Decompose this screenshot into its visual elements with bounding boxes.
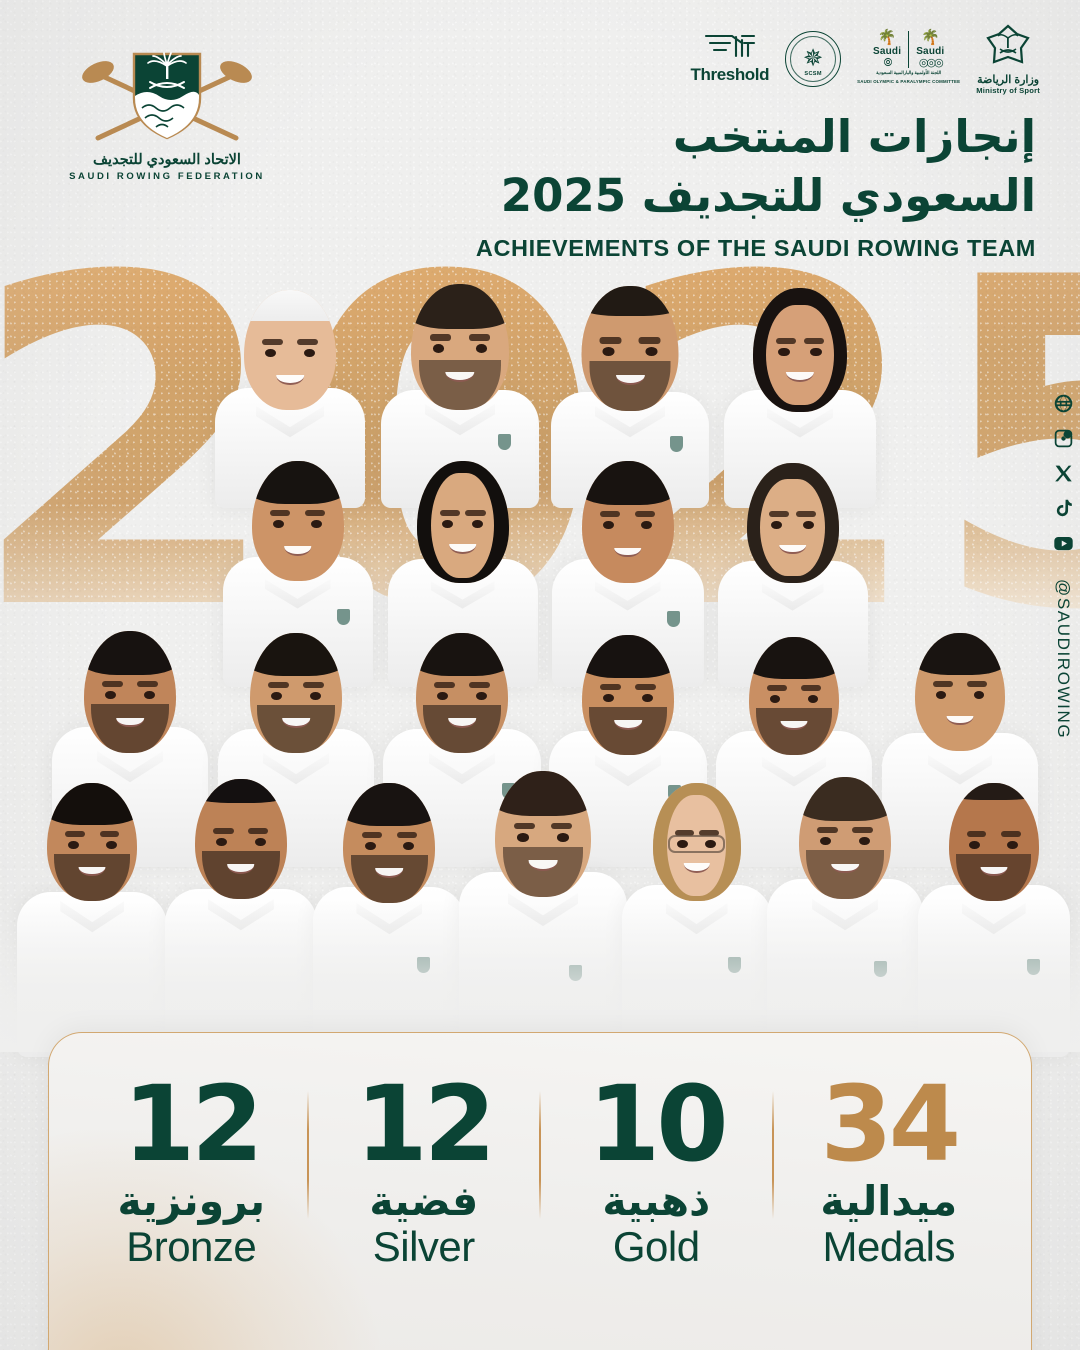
threshold-mark-icon xyxy=(702,32,758,63)
website-globe-icon[interactable] xyxy=(1052,392,1074,414)
instagram-icon[interactable] xyxy=(1052,427,1074,449)
stat-bronze: 12 برونزية Bronze xyxy=(75,1063,308,1271)
stat-label-ar: ذهبية xyxy=(602,1176,711,1225)
team-row xyxy=(215,437,875,687)
stat-label-ar: برونزية xyxy=(117,1176,266,1225)
shirt-crest-icon xyxy=(498,434,511,450)
palm-swords-icon: 🌴 xyxy=(877,29,897,47)
ministry-name-en: Ministry of Sport xyxy=(976,86,1040,95)
title-english: ACHIEVEMENTS OF THE SAUDI ROWING TEAM xyxy=(475,235,1036,261)
cap-icon xyxy=(244,290,336,322)
partner-saudi-olympic-paralympic: 🌴 Saudi ⦾ 🌴 Saudi ◎◎◎ اللجنة الأولمبية و… xyxy=(857,29,961,85)
stat-label-en: Medals xyxy=(822,1222,956,1270)
stat-label-ar: ميدالية xyxy=(820,1176,958,1225)
saudi-rowing-crest-icon xyxy=(72,38,262,146)
team-photo-montage xyxy=(0,262,1080,1057)
federation-logo: الاتحاد السعودي للتجديف SAUDI ROWING FED… xyxy=(42,38,292,182)
medal-stats-card: 34 ميدالية Medals 10 ذهبية Gold 12 فضية … xyxy=(48,1032,1032,1350)
shirt-crest-icon xyxy=(667,611,680,627)
tiktok-icon[interactable] xyxy=(1052,497,1074,519)
scsm-seal-icon: ✵ SCSM xyxy=(785,30,842,87)
social-rail: @SAUDIROWING xyxy=(1052,392,1074,739)
saudi-olympic-paralympic-icon: 🌴 Saudi ⦾ 🌴 Saudi ◎◎◎ xyxy=(866,29,951,70)
shirt-crest-icon xyxy=(670,436,683,452)
stat-label-en: Silver xyxy=(372,1222,476,1270)
stat-value: 12 xyxy=(122,1063,264,1185)
seal-star-icon: ✵ xyxy=(803,44,824,72)
stat-value: 12 xyxy=(355,1063,496,1185)
photo-fade-overlay xyxy=(0,902,1080,1052)
stat-label-ar: فضية xyxy=(369,1176,479,1225)
threshold-label: Threshold xyxy=(690,65,770,84)
paralympic-half: 🌴 Saudi ⦾ xyxy=(866,29,908,70)
federation-name-en: SAUDI ROWING FEDERATION xyxy=(69,171,265,182)
partner-ministry-of-sport: وزارة الرياضة Ministry of Sport xyxy=(976,22,1040,95)
social-handle[interactable]: @SAUDIROWING xyxy=(1054,579,1073,740)
paralympic-saudi-label: Saudi xyxy=(872,46,902,58)
title-block: إنجازات المنتخب السعودي للتجديف 2025 ACH… xyxy=(475,108,1037,262)
team-row xyxy=(205,268,885,508)
agitos-icon: ⦾ xyxy=(883,57,893,70)
team-member xyxy=(215,437,380,687)
ministry-name-ar: وزارة الرياضة xyxy=(977,74,1040,86)
palm-swords-icon: 🌴 xyxy=(920,29,940,47)
olympic-rings-icon: ◎◎◎ xyxy=(918,57,944,70)
stat-medals-total: 34 ميدالية Medals xyxy=(773,1063,1006,1271)
title-arabic-line-2: السعودي للتجديف 2025 xyxy=(500,168,1037,222)
federation-name-ar: الاتحاد السعودي للتجديف xyxy=(93,152,241,168)
stat-value: 10 xyxy=(587,1063,729,1185)
stat-label-en: Gold xyxy=(612,1222,700,1270)
team-member xyxy=(375,268,545,508)
partner-scsm-seal: ✵ SCSM xyxy=(785,30,842,87)
background-year-watermark: 2025 xyxy=(0,220,1080,672)
ministry-of-sport-flower-icon xyxy=(984,22,1032,71)
team-member xyxy=(710,437,875,687)
team-member xyxy=(545,437,710,687)
stat-value: 34 xyxy=(820,1063,961,1185)
olympic-caption-en: SAUDI OLYMPIC & PARALYMPIC COMMITTEE xyxy=(857,79,961,84)
youtube-icon[interactable] xyxy=(1052,532,1074,554)
seal-label: SCSM xyxy=(804,70,822,77)
x-twitter-icon[interactable] xyxy=(1052,462,1074,484)
partner-logos: Threshold ✵ SCSM 🌴 Saudi ⦾ 🌴 Saudi ◎◎◎ xyxy=(691,22,1040,95)
olympic-caption-ar: اللجنة الأولمبية والبارالمبية السعودية xyxy=(876,70,942,76)
olympic-saudi-label: Saudi xyxy=(916,46,945,58)
olympic-half: 🌴 Saudi ◎◎◎ xyxy=(908,29,951,70)
shirt-crest-icon xyxy=(337,609,350,625)
stat-silver: 12 فضية Silver xyxy=(308,1063,541,1271)
title-arabic-line-1: إنجازات المنتخب xyxy=(672,110,1037,163)
team-member xyxy=(380,437,545,687)
partner-threshold: Threshold xyxy=(691,32,770,85)
stat-gold: 10 ذهبية Gold xyxy=(540,1063,773,1271)
glasses-icon xyxy=(668,834,725,853)
stat-label-en: Bronze xyxy=(126,1222,257,1270)
